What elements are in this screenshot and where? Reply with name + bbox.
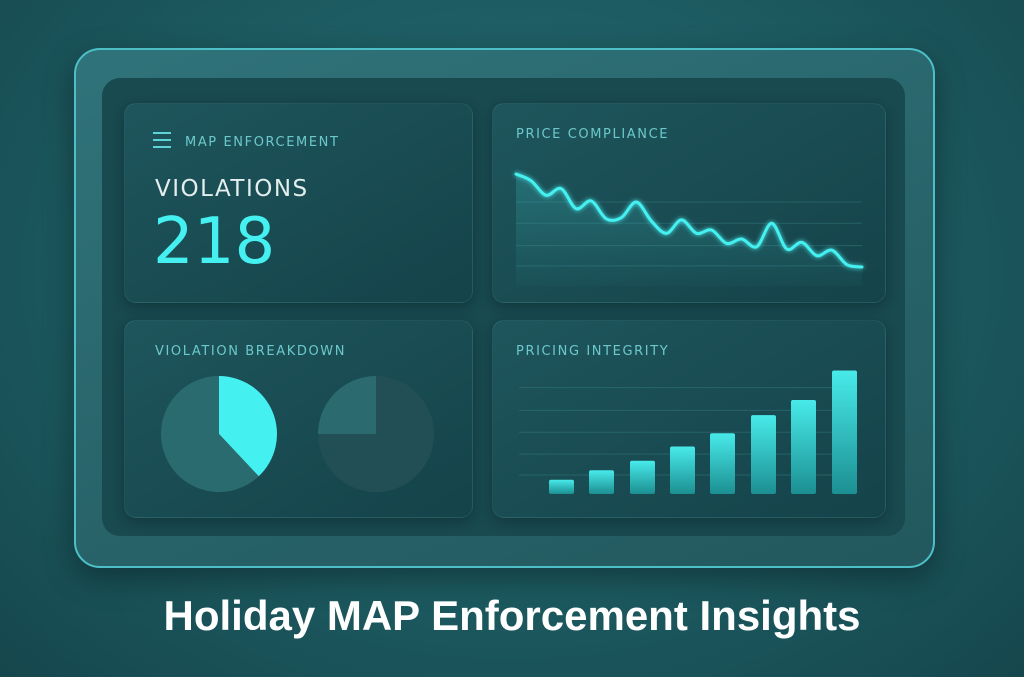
chart-title: PRICE COMPLIANCE — [516, 127, 670, 142]
chart-title: VIOLATION BREAKDOWN — [155, 344, 347, 359]
line-area — [516, 174, 862, 286]
pie-slice — [161, 376, 259, 492]
price-compliance-card: PRICE COMPLIANCE — [492, 103, 886, 303]
pie-slice — [318, 376, 434, 492]
card-heading: MAP ENFORCEMENT — [185, 135, 340, 150]
bar — [670, 446, 695, 494]
menu-icon[interactable] — [153, 132, 171, 153]
bar — [710, 433, 735, 494]
line-chart — [514, 172, 864, 286]
bar — [791, 399, 816, 494]
bar — [589, 470, 614, 494]
pie-slice — [318, 376, 376, 434]
chart-title: PRICING INTEGRITY — [516, 344, 670, 359]
bar — [751, 415, 776, 494]
metric-value: 218 — [153, 205, 276, 279]
page-title: Holiday MAP Enforcement Insights — [163, 592, 861, 639]
violation-breakdown-card: VIOLATION BREAKDOWN — [124, 320, 473, 518]
bar — [549, 479, 574, 494]
pie-slice — [219, 376, 277, 477]
violations-card: MAP ENFORCEMENT VIOLATIONS 218 — [124, 103, 473, 303]
line-series — [514, 172, 864, 269]
bar — [630, 460, 655, 494]
bar-chart — [519, 370, 857, 494]
pie-charts — [161, 376, 434, 492]
metric-label: VIOLATIONS — [155, 176, 309, 202]
bar — [832, 370, 857, 494]
pricing-integrity-card: PRICING INTEGRITY — [492, 320, 886, 518]
